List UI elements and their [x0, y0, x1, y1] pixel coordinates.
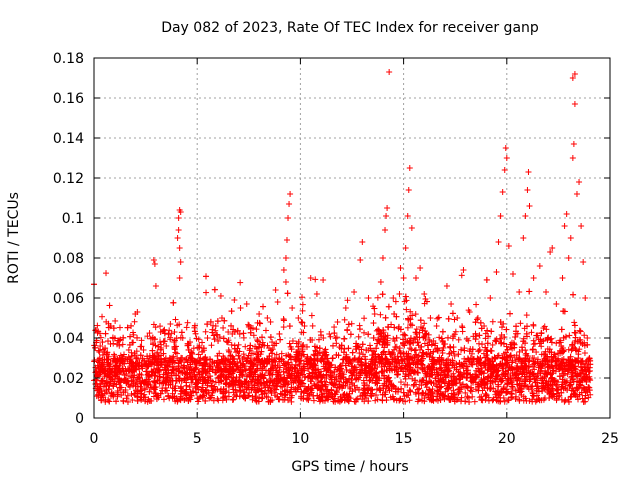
chart-background	[0, 0, 640, 480]
